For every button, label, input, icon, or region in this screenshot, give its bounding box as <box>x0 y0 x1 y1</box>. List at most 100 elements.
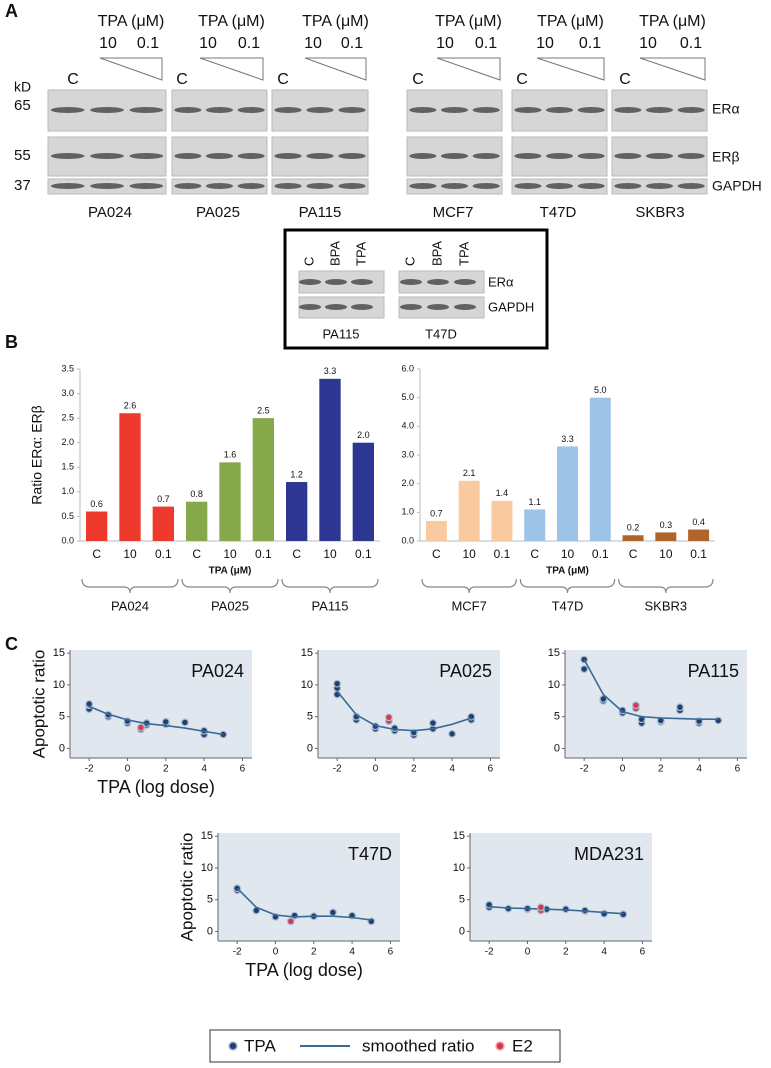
blot-band <box>440 153 469 159</box>
value-label: 1.6 <box>224 450 237 460</box>
value-label: 3.3 <box>324 366 337 376</box>
bar <box>557 446 578 541</box>
dose-triangle <box>639 57 706 81</box>
x-tick-label: 0 <box>620 764 626 775</box>
dose-label: 0.1 <box>475 35 497 52</box>
value-label: 0.6 <box>90 499 103 509</box>
y-tick-label: 1.0 <box>401 507 414 517</box>
data-point <box>536 903 545 912</box>
y-tick-label: 10 <box>453 862 465 874</box>
protein-label: ERα <box>712 101 740 117</box>
dose-label: 10 <box>99 35 117 52</box>
data-point <box>181 718 189 727</box>
group-bracket <box>618 578 714 594</box>
blot-band <box>677 183 705 189</box>
value-label: 0.7 <box>157 494 170 504</box>
blot-band <box>325 279 347 285</box>
lane-label: BPA <box>429 241 444 266</box>
blot-band <box>614 153 642 159</box>
blot-band <box>90 107 124 113</box>
chart-title: MDA231 <box>574 844 644 864</box>
blot-band <box>237 107 265 113</box>
blot-band <box>645 153 674 159</box>
x-tick-label: 4 <box>349 947 355 958</box>
blot-band <box>205 183 234 189</box>
lane-label: BPA <box>327 241 342 266</box>
blot-band <box>174 107 202 113</box>
smoothed-line <box>583 659 719 720</box>
blot-band <box>400 304 422 310</box>
data-point <box>714 716 723 725</box>
x-tick-label: 0.1 <box>155 547 172 561</box>
value-label: 1.2 <box>290 469 303 479</box>
y-tick-label: 4.0 <box>401 421 414 431</box>
blot-band <box>514 153 542 159</box>
blot-band <box>129 153 164 159</box>
x-tick-label: 6 <box>735 764 741 775</box>
blot-band <box>514 107 542 113</box>
y-axis-label: Apoptotic ratio <box>177 833 196 942</box>
y-tick-label: 15 <box>548 647 560 659</box>
blot-band <box>440 107 469 113</box>
y-tick-label: 15 <box>453 830 465 842</box>
dose-label: 10 <box>639 35 657 52</box>
blot-band <box>427 279 449 285</box>
data-point <box>384 713 393 722</box>
blot-band <box>454 279 476 285</box>
y-tick-label: 5 <box>207 894 213 906</box>
blot-band <box>174 153 202 159</box>
blot-band <box>645 183 674 189</box>
y-tick-label: 0.0 <box>401 535 414 545</box>
legend-marker <box>495 1041 505 1051</box>
group-bracket <box>281 578 379 594</box>
blot-band <box>409 183 437 189</box>
smoothed-line <box>489 905 624 915</box>
x-tick-label: 0 <box>373 764 379 775</box>
bar <box>119 413 141 541</box>
legend-label: TPA <box>244 1036 276 1055</box>
bar <box>352 442 374 541</box>
chart-title: PA115 <box>688 661 739 681</box>
data-point <box>600 909 609 918</box>
value-label: 5.0 <box>594 385 607 395</box>
plot-area <box>470 833 652 941</box>
y-tick-label: 5 <box>459 894 465 906</box>
blot-band <box>299 304 321 310</box>
value-label: 2.1 <box>463 468 476 478</box>
blot-band <box>677 153 705 159</box>
x-tick-label: 2 <box>658 764 664 775</box>
bar <box>425 520 447 541</box>
panel-label: C <box>5 634 18 654</box>
dose-triangle <box>199 57 264 81</box>
x-tick-label: -2 <box>85 764 94 775</box>
blot-band <box>338 107 366 113</box>
y-tick-label: 15 <box>201 830 213 842</box>
x-tick-label: 4 <box>201 764 207 775</box>
plot-area <box>565 650 747 758</box>
blot-band <box>90 183 124 189</box>
blot-band <box>472 153 500 159</box>
y-tick-label: 6.0 <box>401 363 414 373</box>
x-tick-label: 0 <box>273 947 279 958</box>
x-tick-label: 10 <box>123 547 137 561</box>
blot-band <box>50 107 85 113</box>
group-bracket <box>519 578 616 594</box>
blot-band <box>274 107 302 113</box>
control-label: C <box>277 71 289 88</box>
lane-label: C <box>301 257 316 266</box>
data-point <box>333 679 342 688</box>
y-tick-label: 5.0 <box>401 392 414 402</box>
group-bracket <box>421 578 517 594</box>
x-axis-label: TPA (μM) <box>546 566 589 577</box>
blot-band <box>351 304 373 310</box>
protein-label: ERβ <box>712 149 740 165</box>
y-tick-label: 15 <box>53 647 65 659</box>
data-point <box>85 700 94 708</box>
group-bracket <box>181 578 279 594</box>
blot-band <box>614 183 642 189</box>
x-tick-label: C <box>192 547 201 561</box>
bar <box>524 509 546 541</box>
x-tick-label: 2 <box>411 764 417 775</box>
y-tick-label: 2.0 <box>61 437 74 447</box>
value-label: 0.7 <box>430 508 443 518</box>
